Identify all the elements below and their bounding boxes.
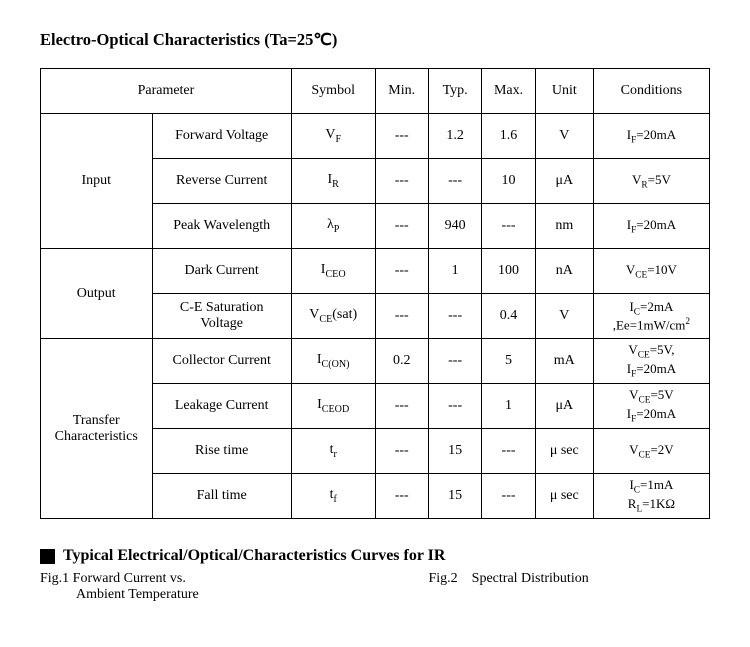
param-label: Dark Current: [152, 249, 291, 294]
figure-captions-row: Fig.1 Forward Current vs. Ambient Temper…: [40, 571, 710, 603]
symbol-cell: λP: [291, 204, 375, 249]
cond-cell: VCE=2V: [593, 429, 709, 474]
th-parameter: Parameter: [41, 69, 292, 114]
typ-cell: ---: [428, 339, 481, 384]
max-cell: 10: [482, 159, 535, 204]
table-row: Input Forward Voltage VF --- 1.2 1.6 V I…: [41, 114, 710, 159]
typ-cell: 1.2: [428, 114, 481, 159]
symbol-cell: tf: [291, 474, 375, 519]
th-unit: Unit: [535, 69, 593, 114]
symbol-cell: IR: [291, 159, 375, 204]
transfer-line1: Transfer: [73, 413, 120, 428]
max-cell: 1: [482, 384, 535, 429]
max-cell: ---: [482, 429, 535, 474]
symbol-cell: IC(ON): [291, 339, 375, 384]
min-cell: ---: [375, 294, 428, 339]
max-cell: ---: [482, 474, 535, 519]
fig1-line1: Fig.1 Forward Current vs.: [40, 571, 409, 587]
cond-cell: VCE=5VIF=20mA: [593, 384, 709, 429]
param-label: Peak Wavelength: [152, 204, 291, 249]
th-symbol: Symbol: [291, 69, 375, 114]
transfer-line2: Characteristics: [55, 429, 138, 444]
param-label: Rise time: [152, 429, 291, 474]
unit-cell: nm: [535, 204, 593, 249]
min-cell: ---: [375, 249, 428, 294]
symbol-cell: ICEO: [291, 249, 375, 294]
cond-cell: IF=20mA: [593, 114, 709, 159]
curves-heading-text: Typical Electrical/Optical/Characteristi…: [63, 547, 445, 565]
square-bullet-icon: [40, 549, 55, 564]
th-conditions: Conditions: [593, 69, 709, 114]
unit-cell: μ sec: [535, 429, 593, 474]
unit-cell: V: [535, 114, 593, 159]
max-cell: ---: [482, 204, 535, 249]
cond-cell: VCE=5V,IF=20mA: [593, 339, 709, 384]
min-cell: ---: [375, 159, 428, 204]
param-label: Collector Current: [152, 339, 291, 384]
min-cell: ---: [375, 474, 428, 519]
typ-cell: 940: [428, 204, 481, 249]
typ-cell: ---: [428, 294, 481, 339]
cond-cell: IF=20mA: [593, 204, 709, 249]
min-cell: 0.2: [375, 339, 428, 384]
table-row: Output Dark Current ICEO --- 1 100 nA VC…: [41, 249, 710, 294]
param-label: Forward Voltage: [152, 114, 291, 159]
th-typ: Typ.: [428, 69, 481, 114]
th-min: Min.: [375, 69, 428, 114]
param-label: Fall time: [152, 474, 291, 519]
section-input: Input: [41, 114, 153, 249]
table-row: Transfer Characteristics Collector Curre…: [41, 339, 710, 384]
cond-cell: IC=2mA,Ee=1mW/cm2: [593, 294, 709, 339]
unit-cell: V: [535, 294, 593, 339]
typ-cell: 1: [428, 249, 481, 294]
max-cell: 1.6: [482, 114, 535, 159]
min-cell: ---: [375, 114, 428, 159]
cond-cell: VR=5V: [593, 159, 709, 204]
max-cell: 5: [482, 339, 535, 384]
fig1-caption: Fig.1 Forward Current vs. Ambient Temper…: [40, 571, 409, 603]
unit-cell: nA: [535, 249, 593, 294]
symbol-cell: VF: [291, 114, 375, 159]
param-label: Reverse Current: [152, 159, 291, 204]
cond-cell: VCE=10V: [593, 249, 709, 294]
curves-heading: Typical Electrical/Optical/Characteristi…: [40, 547, 710, 565]
typ-cell: 15: [428, 429, 481, 474]
section-output: Output: [41, 249, 153, 339]
th-max: Max.: [482, 69, 535, 114]
param-label: C-E SaturationVoltage: [152, 294, 291, 339]
typ-cell: 15: [428, 474, 481, 519]
page-title: Electro-Optical Characteristics (Ta=25℃): [40, 30, 710, 50]
unit-cell: μA: [535, 159, 593, 204]
section-transfer: Transfer Characteristics: [41, 339, 153, 519]
table-header-row: Parameter Symbol Min. Typ. Max. Unit Con…: [41, 69, 710, 114]
param-label: Leakage Current: [152, 384, 291, 429]
unit-cell: mA: [535, 339, 593, 384]
typ-cell: ---: [428, 159, 481, 204]
characteristics-table: Parameter Symbol Min. Typ. Max. Unit Con…: [40, 68, 710, 519]
symbol-cell: tr: [291, 429, 375, 474]
fig1-line2: Ambient Temperature: [40, 587, 409, 603]
unit-cell: μA: [535, 384, 593, 429]
max-cell: 100: [482, 249, 535, 294]
cond-cell: IC=1mARL=1KΩ: [593, 474, 709, 519]
symbol-cell: VCE(sat): [291, 294, 375, 339]
symbol-cell: ICEOD: [291, 384, 375, 429]
fig2-caption: Fig.2 Spectral Distribution: [409, 571, 731, 603]
unit-cell: μ sec: [535, 474, 593, 519]
min-cell: ---: [375, 204, 428, 249]
max-cell: 0.4: [482, 294, 535, 339]
min-cell: ---: [375, 384, 428, 429]
typ-cell: ---: [428, 384, 481, 429]
min-cell: ---: [375, 429, 428, 474]
